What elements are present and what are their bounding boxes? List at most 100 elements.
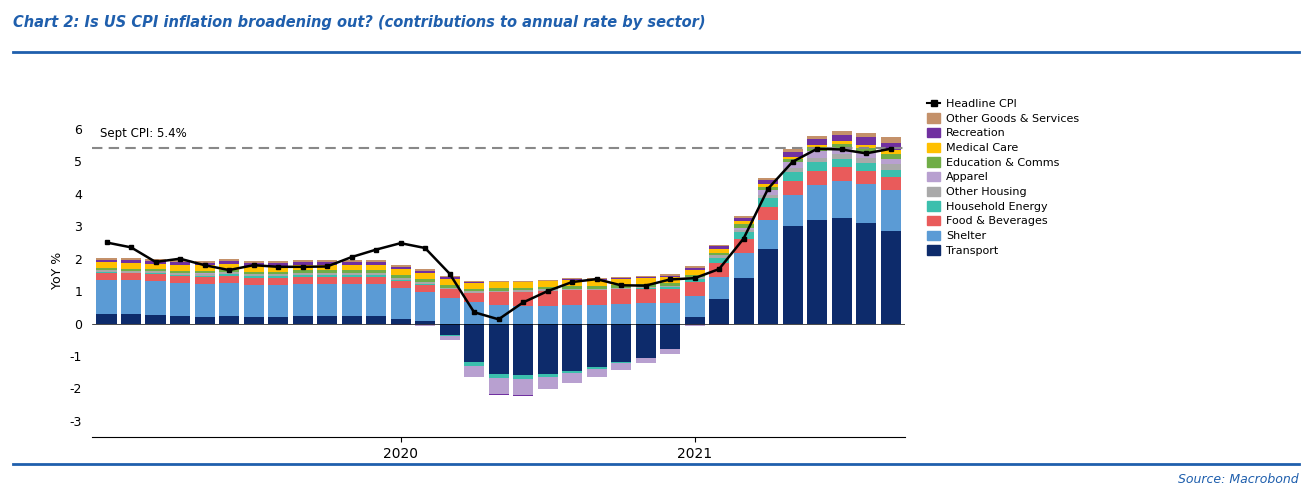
Bar [807, 185, 827, 220]
Bar [635, 303, 656, 324]
Bar [194, 263, 215, 265]
Bar [268, 263, 289, 266]
Bar [488, 288, 509, 291]
Bar [146, 274, 165, 281]
Bar [293, 275, 312, 277]
Bar [562, 305, 583, 324]
Bar [268, 261, 289, 263]
Bar [488, 293, 509, 305]
Bar [366, 284, 386, 316]
Bar [758, 190, 778, 195]
Bar [244, 263, 264, 266]
Bar [708, 245, 729, 246]
Bar [807, 162, 827, 171]
Bar [807, 147, 827, 151]
Bar [660, 275, 680, 277]
Bar [194, 271, 215, 273]
Bar [880, 137, 900, 143]
Bar [562, 290, 583, 305]
Bar [538, 290, 558, 291]
Bar [146, 315, 165, 324]
Bar [391, 278, 411, 280]
Bar [244, 266, 264, 272]
Bar [464, 291, 484, 293]
Bar [194, 284, 215, 317]
Bar [488, 291, 509, 293]
Bar [391, 324, 411, 325]
Bar [733, 218, 753, 221]
Bar [391, 288, 411, 319]
Bar [782, 172, 803, 181]
Bar [440, 279, 459, 285]
Bar [415, 271, 436, 273]
Bar [341, 262, 362, 265]
Bar [121, 273, 142, 280]
Bar [855, 152, 876, 158]
Bar [146, 270, 165, 272]
Bar [341, 271, 362, 273]
Bar [782, 168, 803, 172]
Bar [758, 195, 778, 198]
Bar [855, 158, 876, 163]
Bar [97, 280, 117, 314]
Bar [733, 228, 753, 229]
Bar [758, 220, 778, 249]
Bar [538, 377, 558, 389]
Text: Chart 2: Is US CPI inflation broadening out? (contributions to annual rate by se: Chart 2: Is US CPI inflation broadening … [13, 15, 706, 30]
Bar [194, 275, 215, 277]
Bar [807, 171, 827, 185]
Bar [855, 223, 876, 324]
Bar [880, 154, 900, 159]
Bar [415, 269, 436, 271]
Bar [341, 277, 362, 284]
Bar [611, 278, 631, 279]
Bar [219, 259, 239, 261]
Bar [146, 264, 165, 270]
Bar [121, 271, 142, 273]
Bar [685, 268, 705, 270]
Bar [733, 253, 753, 278]
Bar [708, 255, 729, 258]
Bar [219, 261, 239, 264]
Bar [513, 379, 533, 395]
Bar [415, 279, 436, 282]
Bar [121, 269, 142, 271]
Bar [562, 289, 583, 290]
Bar [611, 362, 631, 363]
Bar [782, 194, 803, 226]
Bar [97, 270, 117, 272]
Bar [464, 293, 484, 302]
Bar [440, 298, 459, 324]
Bar [880, 143, 900, 150]
Bar [464, 283, 484, 289]
Bar [855, 145, 876, 148]
Bar [488, 324, 509, 374]
Bar [171, 283, 190, 316]
Bar [880, 169, 900, 177]
Bar [611, 363, 631, 370]
Bar [611, 304, 631, 324]
Bar [782, 149, 803, 152]
Bar [341, 316, 362, 324]
Bar [855, 163, 876, 171]
Bar [562, 324, 583, 371]
Bar [440, 285, 459, 288]
Bar [341, 273, 362, 275]
Bar [513, 282, 533, 288]
Bar [635, 275, 656, 277]
Bar [733, 221, 753, 224]
Bar [708, 263, 729, 276]
Bar [758, 184, 778, 187]
Bar [758, 207, 778, 220]
Bar [219, 274, 239, 276]
Bar [832, 135, 851, 141]
Bar [97, 273, 117, 280]
Bar [538, 306, 558, 324]
Bar [366, 260, 386, 262]
Bar [562, 279, 583, 280]
Bar [660, 303, 680, 324]
Bar [513, 288, 533, 291]
Bar [708, 258, 729, 263]
Bar [758, 198, 778, 207]
Bar [464, 362, 484, 366]
